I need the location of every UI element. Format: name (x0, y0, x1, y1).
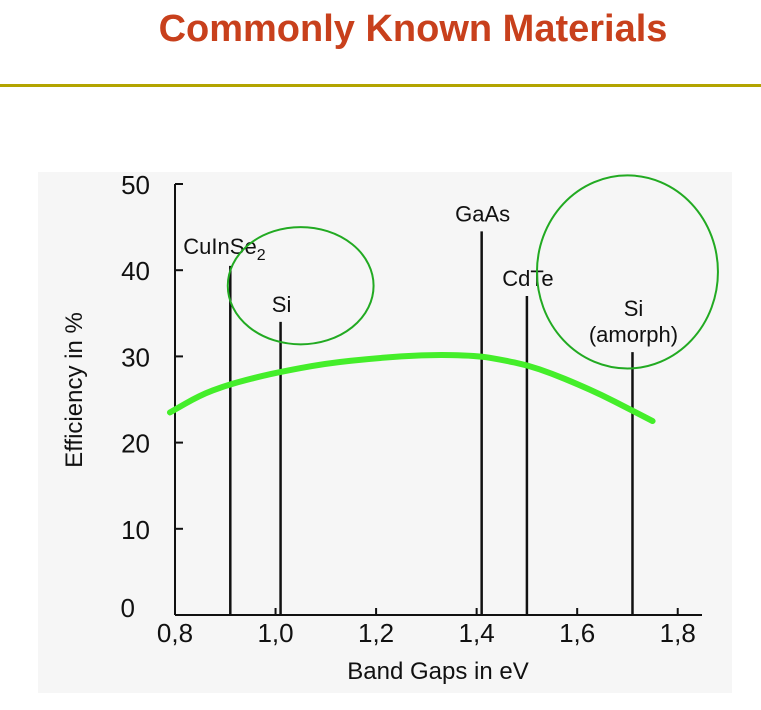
efficiency-curve-group (166, 352, 656, 425)
title-divider (0, 84, 761, 87)
chart-axes: 0 10 20 30 40 50 0,8 1,0 1,2 1,4 1,6 1,8 (121, 172, 702, 648)
material-label-sub: (amorph) (589, 322, 678, 347)
y-axis-label: Efficiency in % (61, 312, 88, 468)
material-label: Si (272, 292, 292, 317)
material-label: GaAs (455, 201, 510, 226)
slide-title: Commonly Known Materials (158, 8, 668, 50)
y-tick-label: 50 (121, 172, 150, 200)
highlight-circle (535, 174, 719, 370)
efficiency-chart: 0 10 20 30 40 50 0,8 1,0 1,2 1,4 1,6 1,8 CuInSe2 Si G… (61, 172, 719, 685)
material-label-subscript: 2 (257, 247, 266, 264)
highlight-circle (226, 226, 375, 346)
x-axis-label: Band Gaps in eV (347, 658, 528, 685)
material-label: CdTe (502, 266, 553, 291)
x-tick-label: 1,6 (559, 618, 595, 648)
y-tick-label: 30 (121, 342, 150, 372)
chart-panel: 0 10 20 30 40 50 0,8 1,0 1,2 1,4 1,6 1,8 CuInSe2 Si G… (38, 172, 732, 693)
x-tick-label: 1,2 (358, 618, 394, 648)
x-tick-label: 1,0 (257, 618, 293, 648)
efficiency-curve (166, 352, 656, 425)
y-tick-label: 20 (121, 429, 150, 459)
material-label: CuInSe2 (183, 234, 265, 264)
y-tick-label: 0 (121, 593, 135, 623)
annotation-circles (226, 174, 719, 370)
y-tick-label: 40 (121, 256, 150, 286)
y-tick-label: 10 (121, 515, 150, 545)
x-tick-label: 1,4 (459, 618, 495, 648)
material-label: Si (624, 296, 644, 321)
x-tick-label: 0,8 (157, 618, 193, 648)
x-tick-label: 1,8 (660, 618, 696, 648)
